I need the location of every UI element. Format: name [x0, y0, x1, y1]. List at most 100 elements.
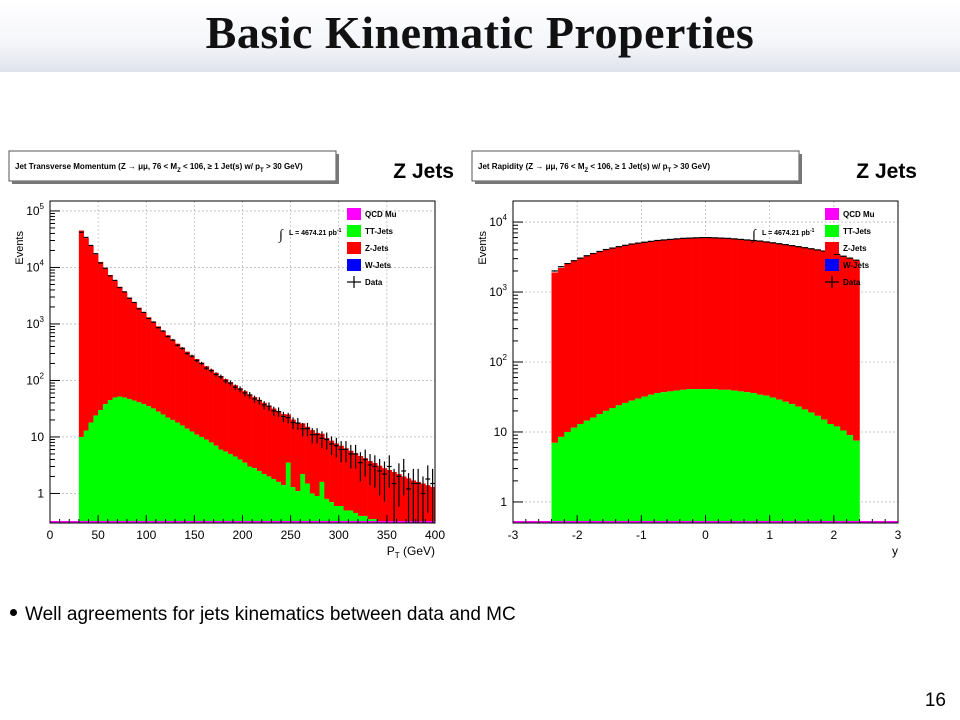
plot-big-label: Z Jets: [393, 160, 454, 183]
z-jets-bar: [136, 307, 142, 403]
z-jets-bar: [102, 268, 109, 405]
x-tick-label: 50: [91, 528, 105, 542]
rapidity-histogram-chart: Jet Rapidity (Z → μμ, 76 < MZ < 106, ≥ 1…: [471, 150, 917, 558]
z-jets-bar: [647, 241, 655, 395]
x-tick-label: -3: [508, 528, 519, 542]
z-jets-bar: [117, 286, 123, 397]
z-jets-bar: [372, 463, 378, 520]
z-jets-bar: [853, 260, 860, 441]
tt-jets-bar: [609, 408, 616, 523]
tt-jets-bar: [83, 430, 89, 523]
plot-title: Jet Transverse Momentum (Z → μμ, 76 < MZ…: [15, 162, 303, 174]
tt-jets-bar: [718, 389, 726, 523]
z-jets-bar: [179, 347, 186, 426]
z-jets-bar: [628, 244, 636, 401]
plot-title-box-shadow: [336, 154, 339, 184]
tt-jets-bar: [557, 436, 565, 523]
pt-histogram-chart: Jet Transverse Momentum (Z → μμ, 76 < MZ…: [8, 150, 454, 560]
legend-label: TT-Jets: [843, 227, 872, 236]
z-jets-bar: [557, 267, 565, 437]
tt-jets-bar: [737, 391, 745, 523]
tt-jets-bar: [353, 513, 359, 523]
data-points: [78, 231, 435, 523]
z-jets-bar: [93, 254, 99, 416]
z-jets-bar: [266, 405, 272, 477]
z-jets-bar: [362, 458, 368, 516]
z-jets-bar: [218, 375, 224, 450]
z-jets-bar: [570, 261, 578, 428]
tt-jets-bar: [136, 402, 142, 523]
z-jets-bar: [98, 261, 104, 410]
tt-jets-bar: [131, 400, 137, 523]
tt-jets-bar: [333, 505, 340, 523]
tt-jets-bar: [141, 404, 147, 523]
z-jets-bar: [237, 388, 243, 460]
z-jets-bar: [189, 355, 195, 432]
tt-jets-bar: [641, 396, 649, 523]
z-jets-bar: [660, 240, 668, 393]
z-jets-bar: [795, 246, 803, 407]
z-jets-bar: [776, 243, 783, 400]
tt-jets-bar: [146, 406, 152, 523]
plot-big-label: Z Jets: [856, 160, 917, 183]
x-tick-label: 3: [895, 528, 902, 542]
tt-jets-bar: [358, 515, 364, 523]
z-jets-bar: [827, 252, 835, 424]
plot-title-box-shadow: [475, 181, 802, 184]
x-tick-label: 150: [184, 528, 204, 542]
tt-jets-bar: [237, 459, 243, 523]
tt-jets-bar: [744, 392, 751, 523]
tt-jets-bar: [776, 399, 783, 523]
legend-swatch: [347, 259, 361, 271]
legend-label: QCD Mu: [843, 210, 875, 219]
tt-jets-bar: [175, 422, 181, 523]
tt-jets-bar: [362, 515, 368, 523]
tt-jets-bar: [551, 442, 559, 523]
tt-jets-bar: [846, 435, 854, 523]
x-tick-label: 100: [136, 528, 156, 542]
x-axis-label: PT (GeV): [387, 544, 435, 560]
x-tick-label: 400: [425, 528, 445, 542]
axes: 0 50 100 150 200 250 300 350 400 1 10 102 103 104 105E…: [14, 202, 445, 560]
y-tick-label: 103: [26, 315, 44, 331]
z-jets-bar: [261, 402, 267, 475]
tt-jets-bar: [577, 423, 584, 523]
tt-jets-bar: [261, 474, 267, 523]
tt-jets-bar: [654, 393, 661, 523]
z-jets-bar: [602, 249, 610, 411]
slide-title: Basic Kinematic Properties: [205, 7, 755, 58]
z-jets-bar: [711, 237, 719, 390]
z-jets-bar: [367, 461, 373, 520]
tt-jets-bar: [247, 466, 253, 523]
z-jets-bar: [737, 239, 745, 392]
legend-swatch: [825, 242, 839, 254]
z-jets-bar: [788, 245, 796, 405]
tt-jets-bar: [276, 481, 282, 523]
legend-label: Data: [843, 278, 861, 287]
tt-jets-bar: [223, 451, 229, 523]
z-jets-bar: [329, 440, 335, 503]
z-jets-bar: [112, 281, 118, 398]
legend-label: Z-Jets: [365, 244, 389, 253]
z-jets-bar: [641, 242, 649, 397]
z-jets-bar: [705, 237, 713, 390]
legend-label: W-Jets: [365, 261, 392, 270]
stack-bars: [78, 230, 436, 523]
tt-jets-bar: [160, 414, 166, 523]
y-tick-label: 1: [500, 495, 507, 509]
y-tick-label: 10: [31, 430, 45, 444]
z-jets-bar: [199, 362, 205, 437]
tt-jets-bar: [622, 402, 629, 523]
z-jets-bar: [801, 247, 809, 410]
tt-jets-bar: [213, 445, 219, 523]
z-jets-bar: [324, 437, 330, 499]
legend-label: Data: [365, 278, 383, 287]
z-jets-bar: [622, 245, 629, 403]
z-jets-bar: [184, 351, 190, 429]
z-jets-bar: [673, 238, 681, 391]
x-tick-label: 0: [702, 528, 709, 542]
z-jets-bar: [309, 430, 315, 494]
tt-jets-bar: [232, 456, 238, 523]
z-jets-bar: [122, 292, 128, 398]
